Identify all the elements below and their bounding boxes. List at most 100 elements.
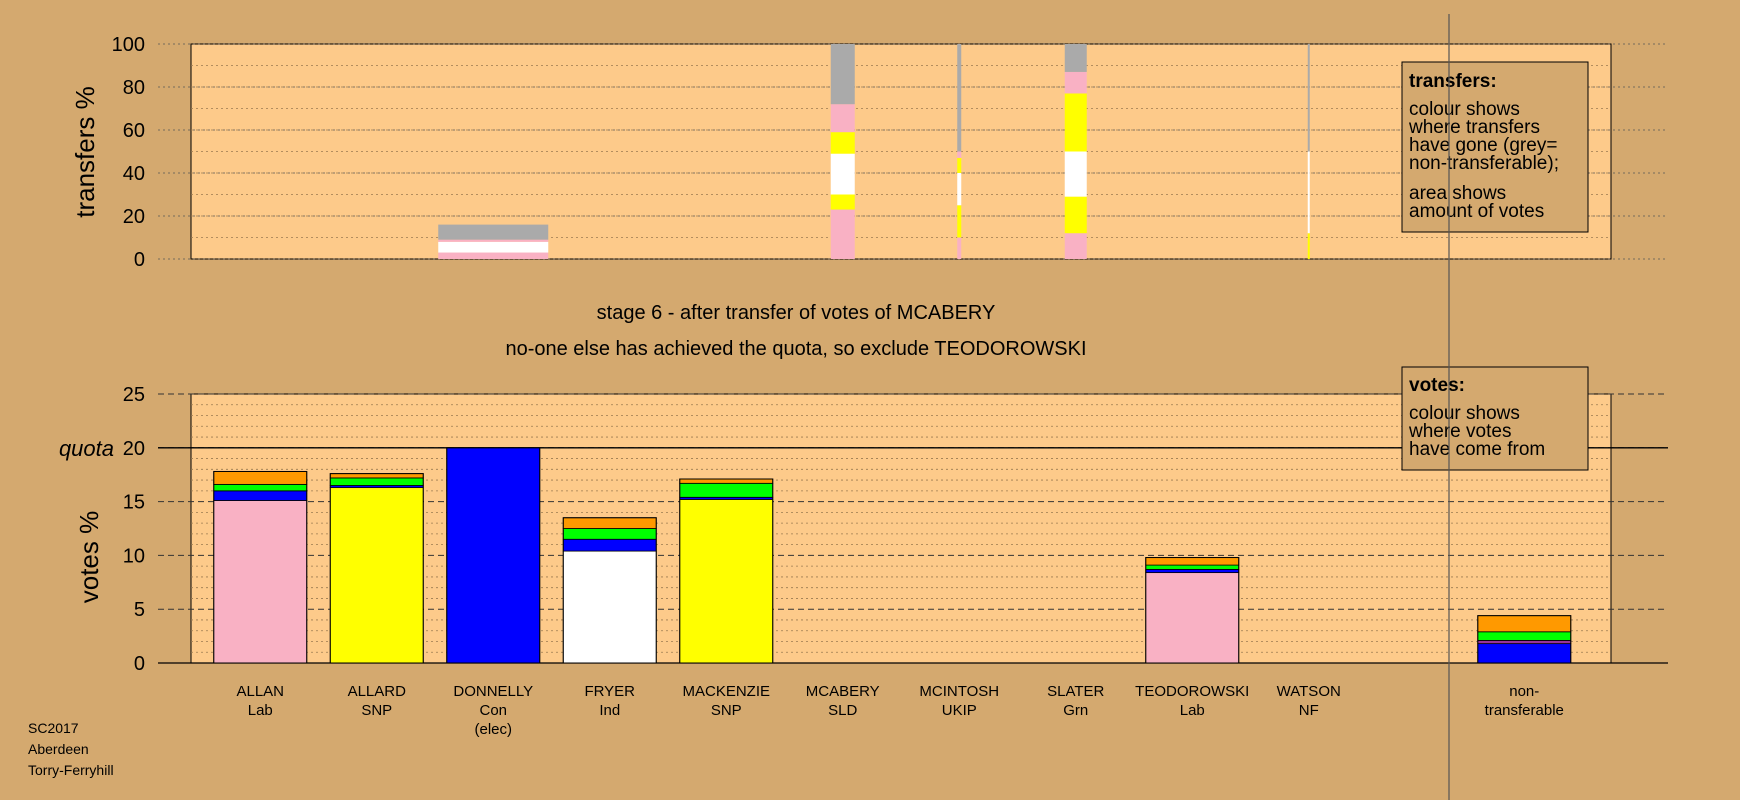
- votes-y-tick-label: 25: [123, 384, 145, 406]
- candidate-note-label: (elec): [474, 721, 512, 738]
- votes-y-axis-label: votes %: [74, 511, 104, 604]
- vote-segment-mackenzie: [679, 499, 774, 664]
- candidate-party-label: SNP: [711, 702, 742, 719]
- vote-bar-non-transferable: [1477, 615, 1572, 664]
- transfer-segment-mcabery: [830, 194, 855, 210]
- footer-line-2: Aberdeen: [28, 741, 89, 757]
- vote-segment-non-transferable: [1477, 615, 1572, 633]
- candidate-party-label: Grn: [1063, 702, 1088, 719]
- votes-y-tick-label: 0: [134, 653, 145, 675]
- transfer-segment-watson: [1307, 44, 1310, 152]
- vote-segment-fryer: [562, 528, 657, 540]
- footer-line-3: Torry-Ferryhill: [28, 762, 114, 778]
- transfer-segment-mcabery: [830, 209, 855, 259]
- transfer-segment-donnelly: [438, 241, 549, 253]
- votes-legend-line: where votes: [1408, 421, 1511, 442]
- vote-segment-non-transferable: [1477, 631, 1572, 641]
- vote-segment-mackenzie: [679, 482, 774, 498]
- candidate-name-label: MACKENZIE: [682, 683, 770, 700]
- candidate-name-label: ALLARD: [348, 683, 407, 700]
- candidate-party-label: SNP: [361, 702, 392, 719]
- vote-bar-mackenzie: [679, 478, 774, 664]
- candidate-name-label: MCABERY: [806, 683, 880, 700]
- candidate-party-label: SLD: [828, 702, 857, 719]
- vote-segment-donnelly: [446, 447, 541, 664]
- transfer-segment-slater: [1064, 71, 1087, 94]
- candidate-name-label: SLATER: [1047, 683, 1104, 700]
- vote-segment-teodorowski: [1145, 564, 1240, 570]
- votes-y-tick-label: 20: [123, 438, 145, 460]
- transfer-segment-watson: [1307, 151, 1310, 234]
- vote-segment-allan: [213, 500, 308, 664]
- transfer-segment-mcintosh: [957, 173, 962, 206]
- vote-segment-allard: [329, 477, 424, 486]
- transfer-segment-slater: [1064, 233, 1087, 259]
- votes-y-tick-label: 10: [123, 545, 145, 567]
- vote-segment-teodorowski: [1145, 557, 1240, 566]
- vote-segment-allan: [213, 490, 308, 501]
- transfers-y-tick-label: 80: [123, 77, 145, 99]
- transfers-legend-line: amount of votes: [1409, 201, 1544, 222]
- transfer-segment-mcabery: [830, 44, 855, 105]
- transfer-segment-slater: [1064, 93, 1087, 152]
- transfer-segment-mcabery: [830, 153, 855, 195]
- votes-legend-line: colour shows: [1409, 403, 1520, 424]
- transfer-segment-mcintosh: [957, 157, 962, 173]
- transfers-y-tick-label: 20: [123, 206, 145, 228]
- candidate-name-label: ALLAN: [236, 683, 284, 700]
- candidate-party-label: Con: [479, 702, 507, 719]
- transfer-segment-mcabery: [830, 132, 855, 154]
- vote-segment-mackenzie: [679, 478, 774, 484]
- transfer-segment-mcintosh: [957, 237, 962, 259]
- votes-legend-title: votes:: [1409, 375, 1465, 396]
- footer-line-1: SC2017: [28, 720, 79, 736]
- transfers-y-tick-label: 0: [134, 249, 145, 271]
- transfer-segment-donnelly: [438, 252, 549, 259]
- candidate-name-label: WATSON: [1277, 683, 1341, 700]
- vote-segment-allard: [329, 473, 424, 479]
- candidate-party-label: Lab: [248, 702, 273, 719]
- vote-segment-fryer: [562, 538, 657, 552]
- candidate-party-label: Ind: [599, 702, 620, 719]
- votes-plot-area: [190, 393, 1612, 664]
- vote-segment-fryer: [562, 550, 657, 664]
- votes-y-tick-label: 5: [134, 599, 145, 621]
- transfer-segment-mcintosh: [957, 151, 962, 158]
- candidate-name-label: TEODOROWSKI: [1135, 683, 1249, 700]
- vote-bar-donnelly: [446, 447, 541, 664]
- transfers-y-tick-label: 100: [112, 34, 145, 56]
- vote-bar-allan: [213, 470, 308, 664]
- transfer-segment-watson: [1307, 233, 1310, 259]
- transfers-y-axis-label: transfers %: [70, 86, 100, 218]
- transfer-segment-mcabery: [830, 104, 855, 133]
- vote-segment-non-transferable: [1477, 640, 1572, 645]
- transfer-segment-donnelly: [438, 224, 549, 240]
- transfers-y-tick-label: 40: [123, 163, 145, 185]
- votes-panel: 0 5 10 15 20 25 quota votes % votes: colour shows…: [59, 366, 1668, 675]
- transfers-legend-title: transfers:: [1409, 71, 1497, 92]
- nontransferable-label: non-: [1509, 683, 1539, 700]
- vote-segment-allan: [213, 483, 308, 492]
- candidate-labels: ALLAN Lab ALLARD SNP DONNELLY Con (elec) FRYER I…: [236, 683, 1563, 738]
- vote-segment-teodorowski: [1145, 568, 1240, 574]
- vote-segment-allard: [329, 487, 424, 664]
- votes-y-tick-label: 15: [123, 492, 145, 514]
- candidate-party-label: NF: [1299, 702, 1319, 719]
- transfer-segment-slater: [1064, 196, 1087, 234]
- transfers-legend-line: area shows: [1409, 183, 1506, 204]
- transfers-legend-line: colour shows: [1409, 99, 1520, 120]
- transfer-segment-mcintosh: [957, 205, 962, 238]
- candidate-name-label: MCINTOSH: [919, 683, 999, 700]
- vote-segment-fryer: [562, 517, 657, 529]
- transfers-legend-line: have gone (grey=: [1409, 135, 1557, 156]
- votes-legend-box: [1401, 366, 1589, 471]
- transfer-segment-mcintosh: [957, 44, 962, 152]
- transfers-legend-line: non-transferable);: [1409, 153, 1559, 174]
- transfers-legend-line: where transfers: [1408, 117, 1540, 138]
- vote-bar-teodorowski: [1145, 557, 1240, 664]
- transfers-legend-box: [1401, 61, 1589, 233]
- transfer-segment-slater: [1064, 151, 1087, 197]
